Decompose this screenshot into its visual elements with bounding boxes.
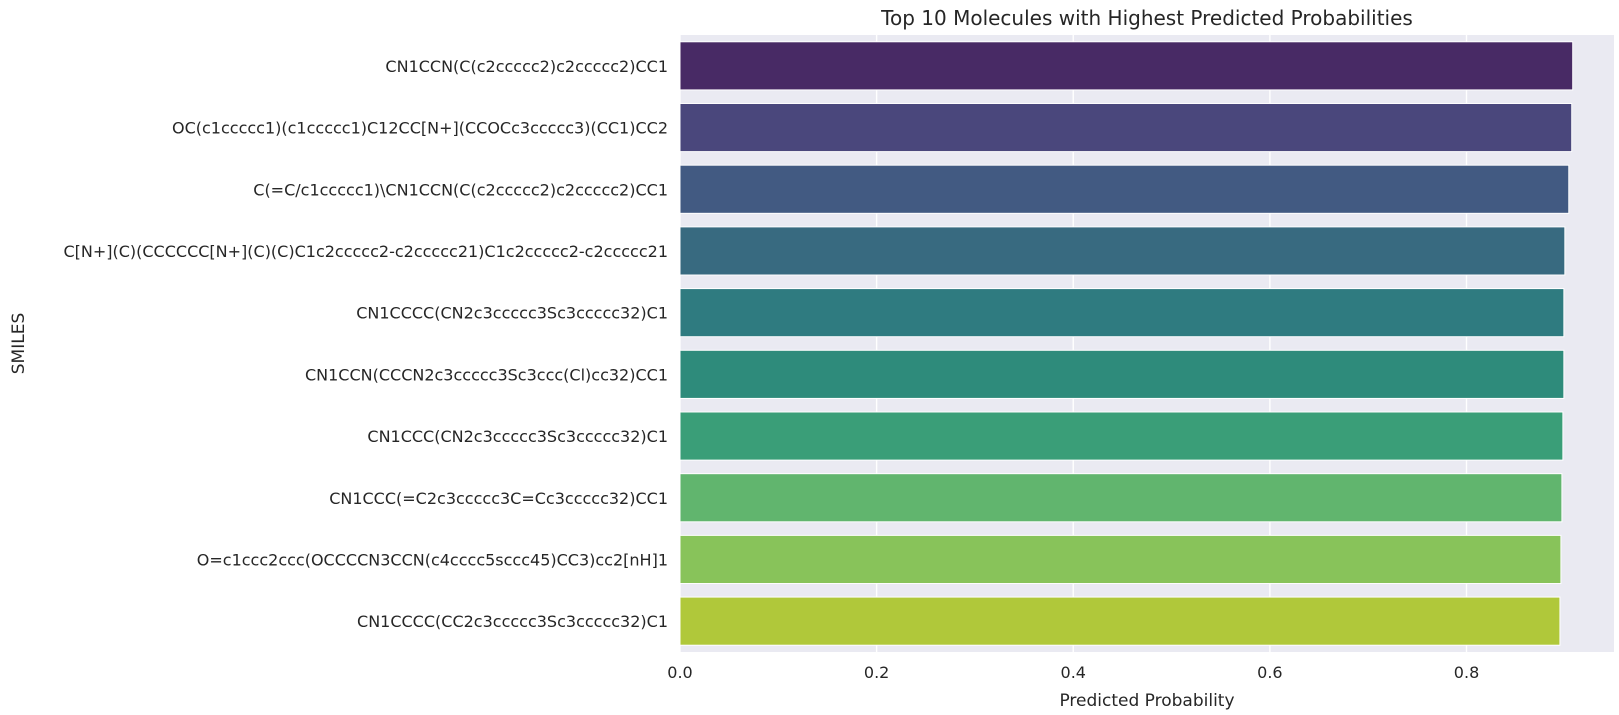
x-tick-label: 0.2 (864, 663, 889, 682)
bar (679, 102, 1573, 153)
bar (679, 473, 1563, 523)
x-tick-labels: 0.0 0.2 0.4 0.6 0.8 (667, 663, 1479, 682)
bar (679, 288, 1565, 338)
y-tick-label: CN1CCCC(CC2c3ccccc3Sc3ccccc32)C1 (357, 612, 668, 631)
bar (679, 164, 1570, 214)
y-tick-label: CN1CCCC(CN2c3ccccc3Sc3ccccc32)C1 (356, 304, 668, 323)
y-tick-label: OC(c1ccccc1)(c1ccccc1)C12CC[N+](CCOCc3cc… (172, 119, 668, 138)
chart-title: Top 10 Molecules with Highest Predicted … (880, 6, 1413, 30)
y-tick-label: CN1CCN(CCCN2c3ccccc3Sc3ccc(Cl)cc32)CC1 (305, 365, 668, 384)
y-tick-label: CN1CCN(C(c2ccccc2)c2ccccc2)CC1 (385, 57, 668, 76)
y-tick-label: CN1CCC(CN2c3ccccc3Sc3ccccc32)C1 (367, 427, 668, 446)
x-tick-label: 0.6 (1257, 663, 1282, 682)
bars (679, 41, 1574, 646)
bar (679, 534, 1562, 585)
x-tick-label: 0.4 (1061, 663, 1086, 682)
bar (679, 411, 1564, 461)
y-tick-label: CN1CCC(=C2c3ccccc3C=Cc3ccccc32)CC1 (329, 489, 668, 508)
y-tick-label: O=c1ccc2ccc(OCCCCN3CCN(c4cccc5sccc45)CC3… (197, 550, 668, 569)
y-tick-labels: CN1CCN(C(c2ccccc2)c2ccccc2)CC1 OC(c1ccccc… (63, 57, 668, 631)
bar (679, 596, 1561, 646)
x-tick-label: 0.0 (667, 663, 692, 682)
bar (679, 226, 1566, 276)
y-tick-label: C(=C/c1ccccc1)\CN1CCN(C(c2ccccc2)c2ccccc… (253, 180, 668, 199)
x-axis-label: Predicted Probability (1059, 691, 1234, 711)
x-tick-label: 0.8 (1454, 663, 1479, 682)
y-axis-label: SMILES (9, 313, 29, 374)
bar (679, 41, 1574, 91)
y-tick-label: C[N+](C)(CCCCCC[N+](C)(C)C1c2ccccc2-c2cc… (63, 242, 668, 261)
bar (679, 349, 1565, 399)
